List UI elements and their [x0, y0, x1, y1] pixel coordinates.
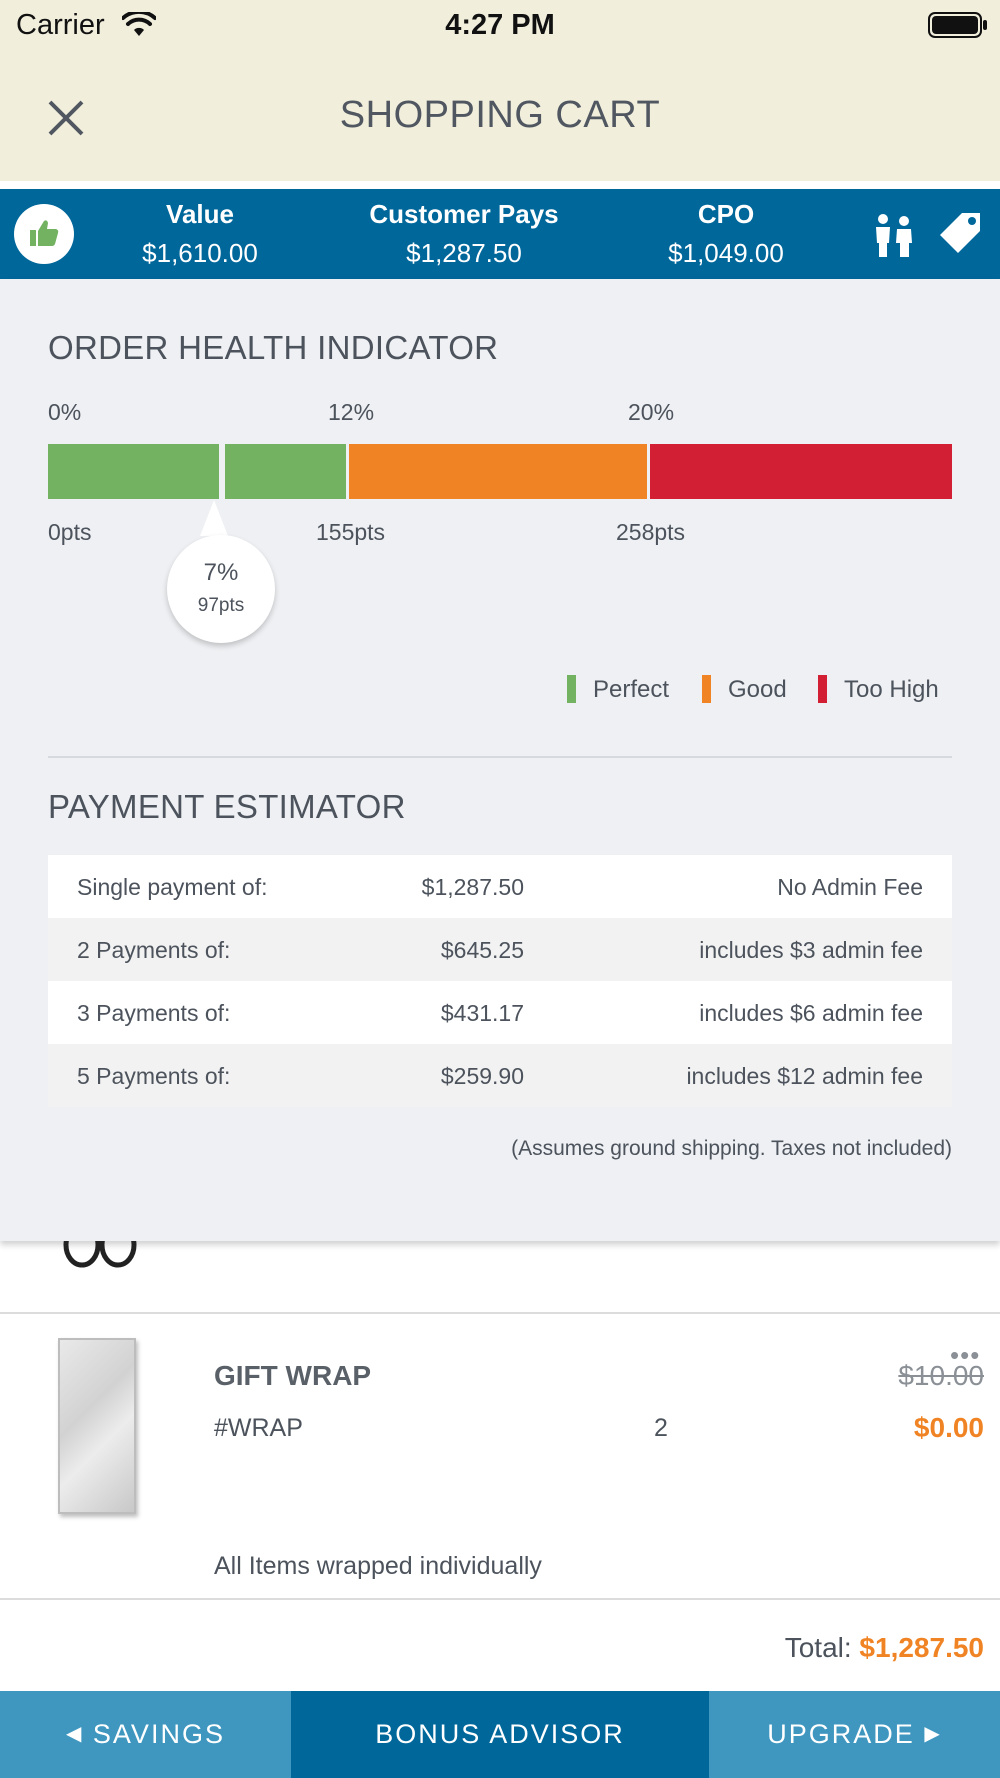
total-label: Total: — [784, 1632, 860, 1663]
value-label: Value — [166, 199, 234, 229]
chevron-left-icon: ◀ — [66, 1723, 84, 1745]
summary-cpo: CPO $1,049.00 — [606, 199, 846, 269]
upgrade-label: UPGRADE — [767, 1719, 915, 1749]
payment-amount: $259.90 — [440, 1063, 524, 1089]
payment-estimator-title: PAYMENT ESTIMATOR — [48, 788, 406, 825]
item-sku: #WRAP — [214, 1414, 303, 1442]
payment-amount: $1,287.50 — [421, 874, 524, 900]
clock: 4:27 PM — [445, 9, 555, 41]
table-row: 3 Payments of: $431.17 includes $6 admin… — [48, 981, 952, 1044]
nav-bar: SHOPPING CART — [0, 50, 1000, 185]
chevron-right-icon: ▶ — [924, 1723, 942, 1745]
scissors-image — [60, 1241, 150, 1271]
bonus-advisor-button[interactable]: BONUS ADVISOR — [291, 1691, 709, 1778]
summary-value: Value $1,610.00 — [80, 199, 320, 269]
item-name: GIFT WRAP — [214, 1360, 372, 1391]
health-marker-points: 97pts — [197, 595, 245, 616]
gift-wrap-image — [58, 1338, 136, 1514]
estimator-footnote: (Assumes ground shipping. Taxes not incl… — [511, 1137, 952, 1160]
payment-label: Single payment of: — [77, 874, 268, 900]
value-amount: $1,610.00 — [142, 238, 258, 268]
payment-estimator-table: Single payment of: $1,287.50 No Admin Fe… — [48, 855, 952, 1107]
page-title: SHOPPING CART — [339, 94, 661, 136]
legend-swatch-good — [702, 675, 711, 703]
carrier-label: Carrier — [16, 9, 105, 41]
cpo-amount: $1,049.00 — [668, 238, 784, 268]
pct-label-1: 12% — [328, 399, 375, 425]
item-quantity[interactable]: 2 — [654, 1414, 668, 1442]
health-bar-too-high — [650, 444, 952, 499]
table-row: Single payment of: $1,287.50 No Admin Fe… — [48, 855, 952, 918]
legend-label-too-high: Too High — [844, 676, 939, 703]
savings-button[interactable]: ◀ SAVINGS — [0, 1691, 291, 1778]
more-options-icon[interactable]: ••• — [950, 1340, 981, 1370]
payment-amount: $431.17 — [440, 1000, 524, 1026]
legend-label-good: Good — [728, 676, 787, 703]
pct-label-2: 20% — [628, 399, 675, 425]
customer-pays-label: Customer Pays — [369, 199, 559, 229]
thumbs-up-icon[interactable] — [14, 204, 74, 264]
health-bar-perfect — [225, 444, 346, 499]
item-divider — [0, 1312, 1000, 1314]
cart-total: Total: $1,287.50 — [785, 1632, 984, 1664]
health-marker-pointer — [200, 500, 228, 536]
payment-note: includes $12 admin fee — [686, 1063, 923, 1089]
order-health-title: ORDER HEALTH INDICATOR — [48, 329, 499, 366]
section-divider — [48, 756, 952, 758]
bottom-action-bar: ◀ SAVINGS BONUS ADVISOR UPGRADE ▶ — [0, 1691, 1000, 1778]
cpo-label: CPO — [697, 199, 755, 229]
tag-icon[interactable] — [938, 211, 982, 260]
payment-note: No Admin Fee — [777, 874, 923, 900]
pts-label-0: 0pts — [48, 519, 92, 545]
customer-pays-amount: $1,287.50 — [406, 238, 522, 268]
health-marker-percent: 7% — [203, 559, 239, 586]
item-note: All Items wrapped individually — [214, 1552, 542, 1580]
health-bar-good — [349, 444, 647, 499]
legend-label-perfect: Perfect — [593, 676, 670, 703]
pts-label-1: 155pts — [316, 519, 386, 545]
cart-summary-bar: Value $1,610.00 Customer Pays $1,287.50 … — [0, 189, 1000, 279]
total-amount: $1,287.50 — [859, 1632, 984, 1663]
item-price: $0.00 — [913, 1412, 984, 1443]
close-icon[interactable] — [44, 96, 88, 140]
legend-swatch-perfect — [567, 675, 576, 703]
health-bar-perfect-filled — [48, 444, 219, 499]
payment-label: 5 Payments of: — [77, 1063, 231, 1089]
payment-label: 2 Payments of: — [77, 937, 231, 963]
status-bar: Carrier 4:27 PM — [0, 0, 1000, 50]
payment-label: 3 Payments of: — [77, 1000, 231, 1026]
pct-label-0: 0% — [48, 399, 82, 425]
legend-swatch-too-high — [818, 675, 827, 703]
summary-customer-pays: Customer Pays $1,287.50 — [344, 199, 584, 269]
payment-note: includes $6 admin fee — [699, 1000, 923, 1026]
health-marker: 7% 97pts — [167, 535, 275, 643]
upgrade-button[interactable]: UPGRADE ▶ — [709, 1691, 1000, 1778]
battery-icon — [928, 12, 988, 43]
table-row: 5 Payments of: $259.90 includes $12 admi… — [48, 1044, 952, 1107]
people-icon[interactable] — [872, 213, 916, 264]
savings-label: SAVINGS — [92, 1719, 225, 1749]
pts-label-2: 258pts — [616, 519, 686, 545]
payment-amount: $645.25 — [440, 937, 524, 963]
item-original-price: $10.00 — [898, 1360, 984, 1391]
table-row: 2 Payments of: $645.25 includes $3 admin… — [48, 918, 952, 981]
wifi-icon — [121, 9, 157, 43]
bonus-advisor-label: BONUS ADVISOR — [375, 1719, 625, 1749]
item-divider — [0, 1598, 1000, 1600]
payment-note: includes $3 admin fee — [699, 937, 923, 963]
